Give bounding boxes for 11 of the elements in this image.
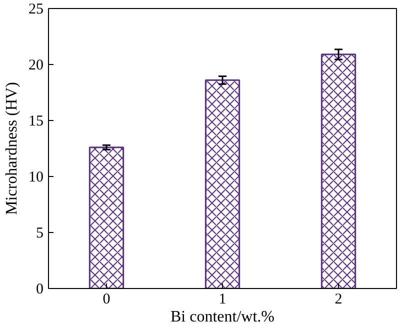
x-tick-label: 2 xyxy=(334,292,342,308)
y-tick-label: 15 xyxy=(28,114,44,130)
x-tick-label: 1 xyxy=(218,292,226,308)
y-tick-label: 10 xyxy=(28,170,44,186)
y-tick-label: 5 xyxy=(36,226,44,242)
x-axis-title: Bi content/wt.% xyxy=(170,308,274,326)
y-tick-label: 0 xyxy=(36,282,44,298)
y-tick-label: 20 xyxy=(28,58,44,74)
y-axis-title: Microhardness (HV) xyxy=(4,82,20,215)
x-tick-label: 0 xyxy=(102,292,110,308)
y-tick-label: 25 xyxy=(28,2,44,18)
